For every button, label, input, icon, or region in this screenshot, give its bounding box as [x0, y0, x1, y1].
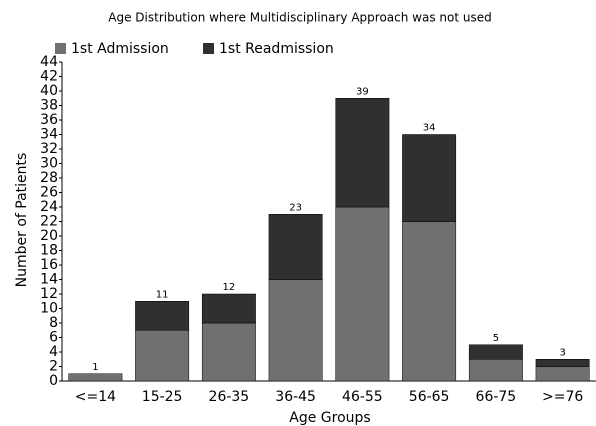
bar-segment [268, 214, 323, 280]
x-tick-label: <=14 [75, 389, 116, 405]
y-tick-label: 10 [40, 301, 58, 317]
x-tick-label: 36-45 [275, 389, 316, 405]
bar-segment [335, 98, 390, 208]
y-tick-label: 30 [40, 156, 58, 172]
total-label: 12 [223, 282, 236, 293]
total-label: 3 [559, 347, 565, 358]
y-axis-label: Number of Patients [14, 153, 30, 288]
y-tick-label: 8 [49, 315, 58, 331]
y-tick-label: 32 [40, 141, 58, 157]
y-tick-label: 22 [40, 214, 58, 230]
legend-label: 1st Admission [71, 41, 169, 57]
x-tick-label: 26-35 [209, 389, 250, 405]
bar-segment [201, 293, 256, 324]
bar-segment [402, 134, 457, 222]
y-tick-label: 42 [40, 69, 58, 85]
bar-segment [535, 366, 590, 382]
y-tick-label: 0 [49, 373, 58, 389]
total-label: 5 [493, 333, 499, 344]
legend-swatch [55, 43, 66, 54]
total-label: 34 [423, 123, 436, 134]
y-tick-label: 26 [40, 185, 58, 201]
total-label: 11 [156, 289, 169, 300]
x-tick-label: 46-55 [342, 389, 383, 405]
legend-swatch [203, 43, 214, 54]
bar-segment [68, 373, 123, 382]
bar-segment [135, 330, 190, 382]
x-tick-label: 66-75 [476, 389, 517, 405]
y-tick-label: 34 [40, 127, 58, 143]
y-tick-label: 44 [40, 54, 58, 70]
x-tick-label: 15-25 [142, 389, 183, 405]
chart-title: Age Distribution where Multidisciplinary… [108, 11, 491, 25]
bar-segment [402, 221, 457, 382]
y-tick-label: 16 [40, 257, 58, 273]
bar-segment [268, 279, 323, 382]
total-label: 39 [356, 86, 369, 97]
legend-label: 1st Readmission [219, 41, 334, 57]
x-tick-label: 56-65 [409, 389, 450, 405]
y-tick-label: 40 [40, 83, 58, 99]
bar-segment [201, 322, 256, 382]
bar-segment [535, 359, 590, 367]
y-tick-label: 20 [40, 228, 58, 244]
x-axis-label: Age Groups [289, 410, 370, 426]
bar-segment [468, 359, 523, 382]
x-tick-label: >=76 [542, 389, 583, 405]
y-tick-label: 14 [40, 272, 58, 288]
total-label: 1 [92, 362, 98, 373]
y-tick-label: 2 [49, 359, 58, 375]
y-tick-label: 4 [49, 344, 58, 360]
bar-segment [135, 301, 190, 331]
y-tick-label: 36 [40, 112, 58, 128]
y-tick-label: 24 [40, 199, 58, 215]
y-tick-label: 18 [40, 243, 58, 259]
y-tick-label: 38 [40, 98, 58, 114]
y-tick-label: 12 [40, 286, 58, 302]
total-label: 23 [289, 202, 302, 213]
y-tick-label: 28 [40, 170, 58, 186]
bar-segment [335, 206, 390, 382]
y-tick-label: 6 [49, 330, 58, 346]
bar-segment [468, 344, 523, 360]
